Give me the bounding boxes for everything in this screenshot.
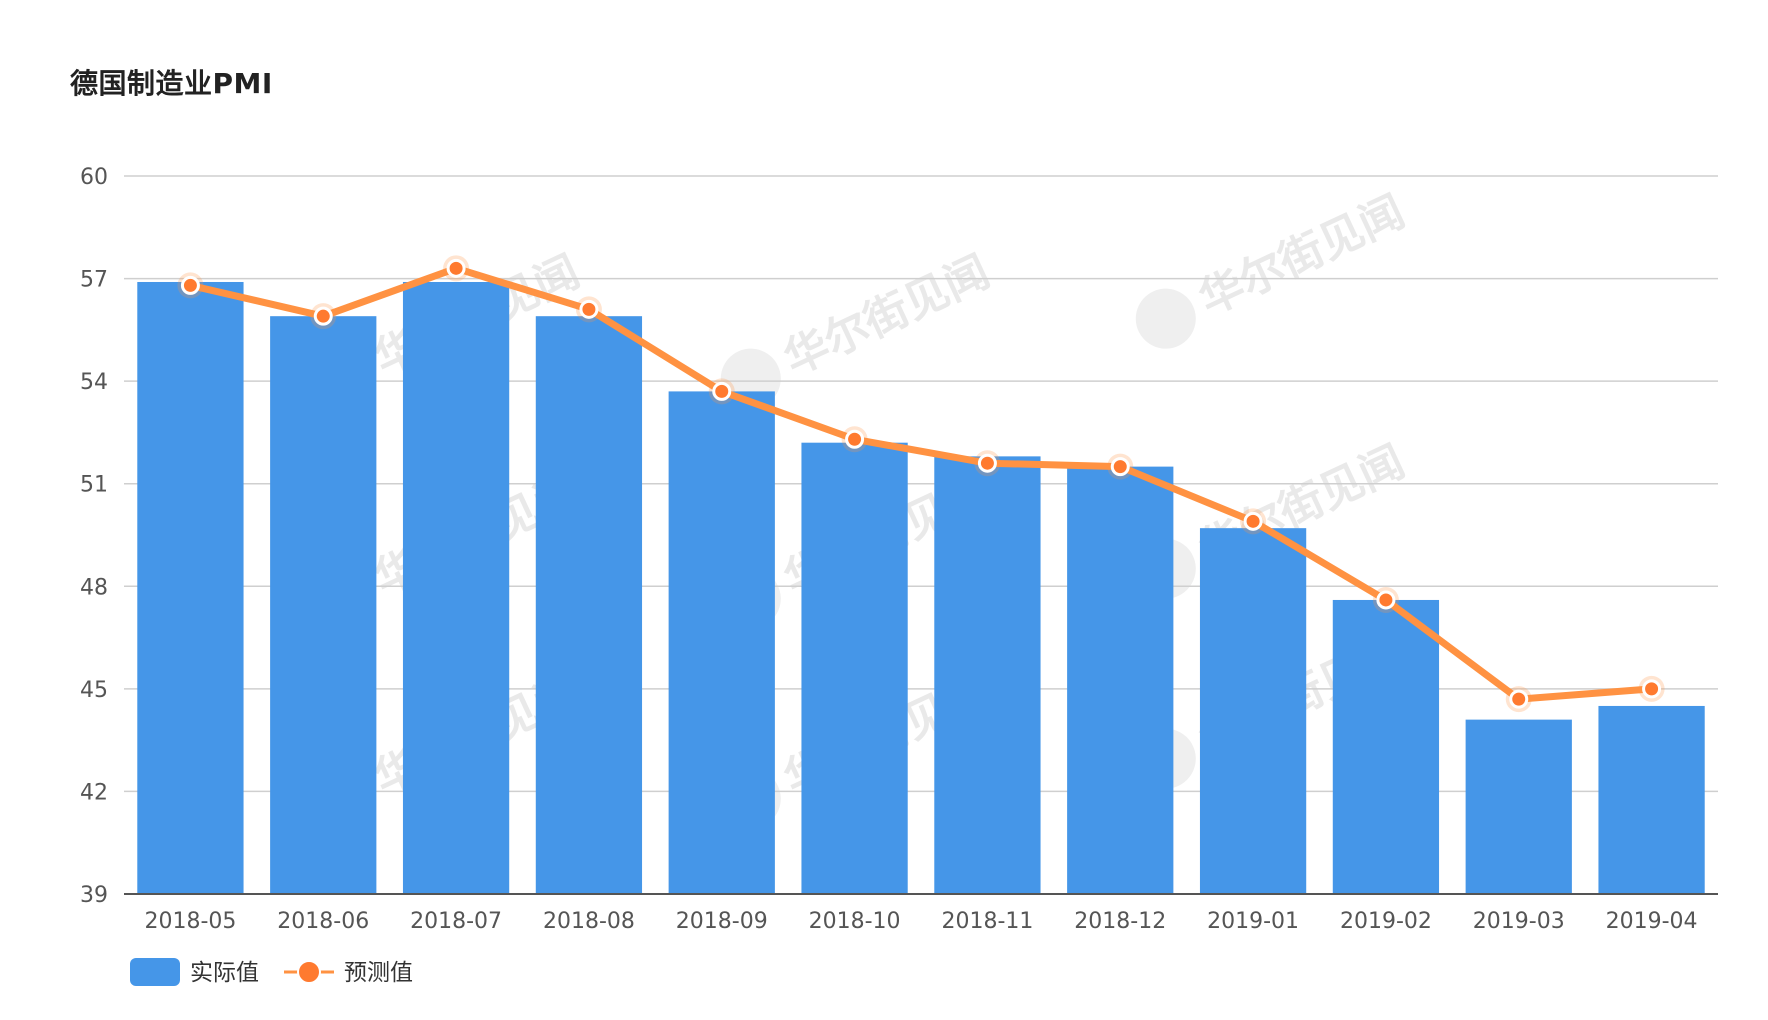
legend-item-line[interactable]: 预测值 [284, 960, 413, 986]
y-tick-label: 54 [80, 370, 108, 395]
bar [934, 456, 1041, 894]
bar [1067, 466, 1174, 894]
line-point [1642, 679, 1662, 699]
line-point [1243, 511, 1263, 531]
x-tick-label: 2018-09 [676, 909, 768, 934]
line-point [1509, 689, 1529, 709]
bar [801, 442, 908, 894]
watermark-logo-icon [1135, 288, 1196, 349]
legend-swatch-bar [130, 958, 180, 986]
line-point [313, 306, 333, 326]
line-series [177, 255, 1665, 713]
bar [1465, 719, 1572, 894]
x-tick-label: 2018-08 [543, 909, 635, 934]
bar [668, 391, 775, 894]
y-tick-label: 42 [80, 780, 108, 805]
legend-item-bar[interactable]: 实际值 [130, 958, 259, 986]
watermark-text: 华尔街见闻 [776, 246, 997, 385]
x-tick-label: 2019-04 [1606, 909, 1698, 934]
bar [1332, 599, 1440, 894]
bar [535, 316, 643, 895]
line-point [845, 429, 865, 449]
y-tick-label: 57 [80, 268, 108, 293]
line-point [180, 275, 200, 295]
y-tick-label: 60 [80, 165, 108, 190]
y-tick-label: 48 [80, 575, 108, 600]
chart-title: 德国制造业PMI [70, 67, 273, 100]
x-tick-label: 2018-05 [144, 909, 236, 934]
legend-label: 实际值 [190, 960, 259, 986]
y-tick-label: 45 [80, 678, 108, 703]
x-tick-label: 2018-11 [941, 909, 1033, 934]
axes: 39 42 45 48 51 54 57 60 2018-05 2018-06 2018-07 201… [80, 165, 1718, 934]
legend-swatch-marker [297, 960, 321, 984]
line-point [579, 299, 599, 319]
x-tick-label: 2018-06 [277, 909, 369, 934]
x-tick-label: 2019-01 [1207, 909, 1299, 934]
line-path [186, 264, 1656, 703]
line-point [1110, 457, 1130, 477]
bar [270, 316, 377, 895]
x-tick-label: 2018-10 [809, 909, 901, 934]
watermark-text: 华尔街见闻 [1191, 186, 1412, 325]
legend-label: 预测值 [344, 960, 413, 986]
bar [1598, 705, 1705, 894]
bar [137, 281, 244, 894]
x-tick-label: 2018-12 [1074, 909, 1166, 934]
y-tick-label: 51 [80, 473, 108, 498]
bar [1199, 528, 1307, 894]
line-point [712, 381, 732, 401]
x-tick-label: 2019-03 [1473, 909, 1565, 934]
line-point [1376, 590, 1396, 610]
line-point [977, 453, 997, 473]
grid-lines [124, 175, 1718, 793]
x-tick-label: 2018-07 [410, 909, 502, 934]
legend[interactable]: 实际值 预测值 [130, 958, 413, 986]
line-point [446, 258, 466, 278]
y-tick-label: 39 [80, 883, 108, 908]
watermark: 华尔街见闻 [1135, 186, 1412, 349]
x-tick-label: 2019-02 [1340, 909, 1432, 934]
bar-series [137, 281, 1705, 895]
bar [402, 281, 510, 894]
